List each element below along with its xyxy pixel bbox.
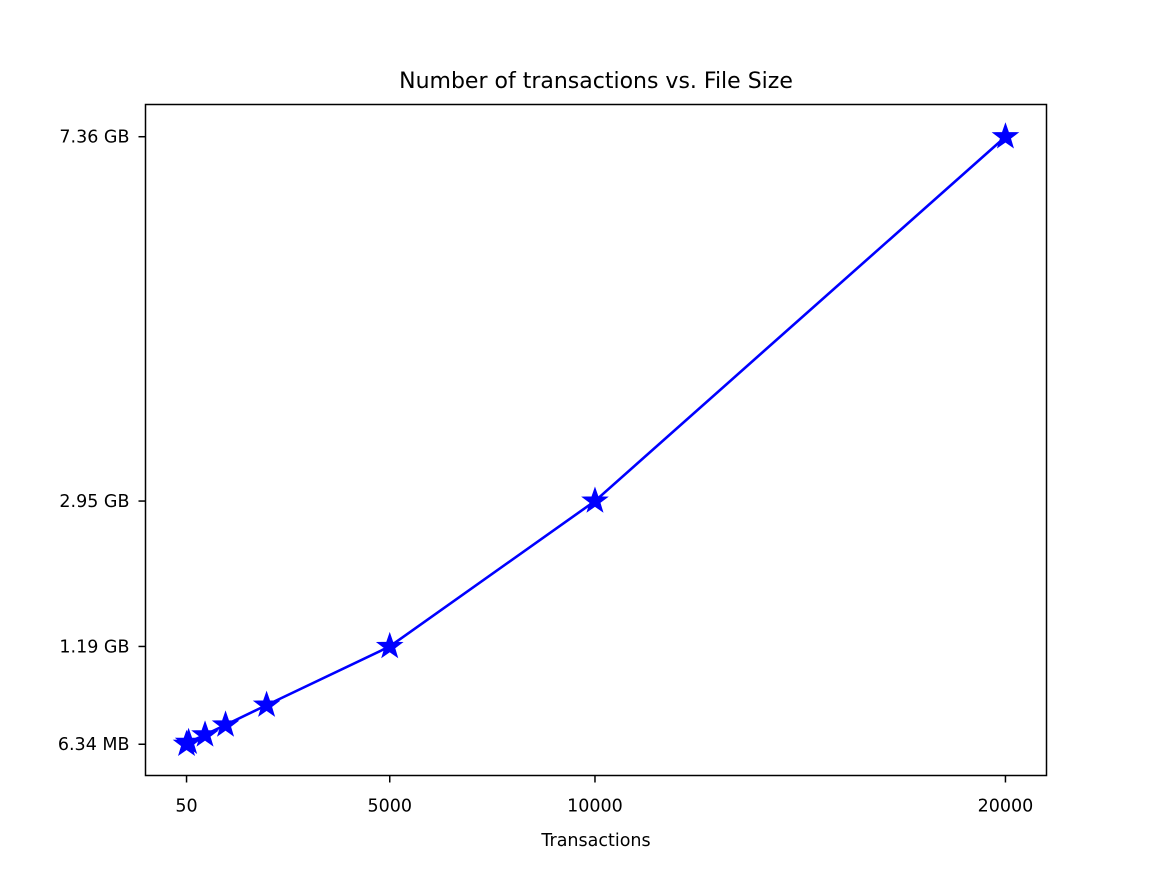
x-tick-label: 5000 bbox=[367, 797, 412, 817]
data-point-star bbox=[252, 690, 281, 717]
data-point-star bbox=[211, 710, 240, 737]
y-tick-label: 2.95 GB bbox=[59, 492, 129, 512]
data-point-star bbox=[581, 486, 609, 513]
plot-area bbox=[144, 103, 1048, 777]
y-tick-label: 7.36 GB bbox=[59, 128, 129, 148]
series-line bbox=[185, 135, 1007, 746]
series-markers bbox=[172, 122, 1020, 756]
y-tick-label: 1.19 GB bbox=[59, 637, 129, 657]
x-tick-label: 50 bbox=[175, 797, 197, 817]
y-tick-label: 6.34 MB bbox=[58, 735, 130, 755]
data-point-star bbox=[174, 727, 203, 755]
data-point-star bbox=[991, 122, 1020, 149]
x-tick-label: 20000 bbox=[978, 797, 1034, 817]
data-point-star bbox=[375, 631, 404, 659]
y-axis: 6.34 MB 1.19 GB 2.95 GB 7.36 GB bbox=[58, 128, 146, 755]
x-axis: 50 5000 10000 20000 bbox=[175, 775, 1034, 817]
x-tick-label: 10000 bbox=[567, 797, 623, 817]
chart-title: Number of transactions vs. File Size bbox=[399, 69, 793, 94]
data-point-star bbox=[191, 720, 219, 747]
x-axis-label: Transactions bbox=[540, 831, 650, 851]
